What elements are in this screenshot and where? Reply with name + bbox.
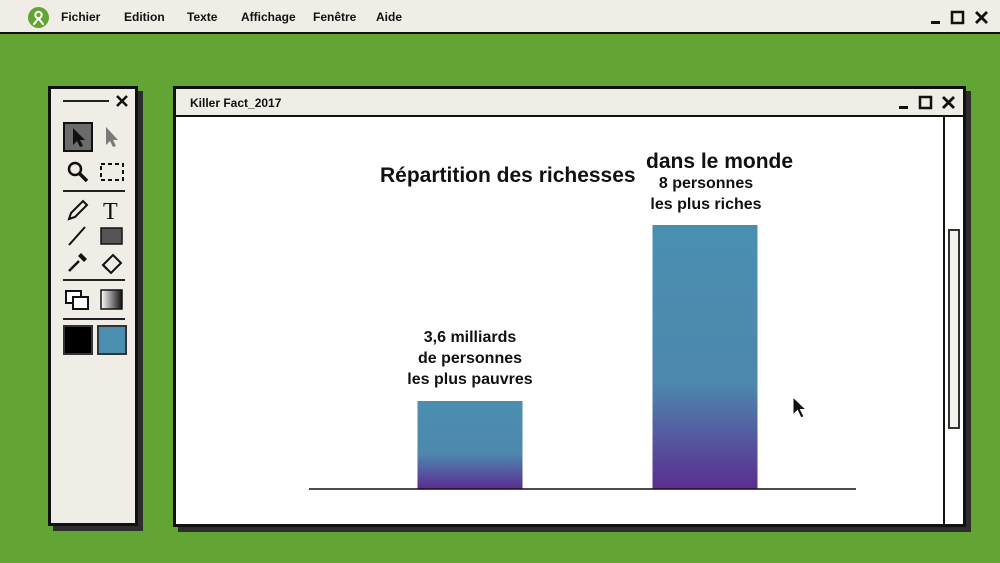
- bar-label-line: les plus pauvres: [407, 371, 533, 388]
- doc-minimize-icon[interactable]: [896, 95, 912, 111]
- doc-close-icon[interactable]: [941, 95, 957, 111]
- menu-fichier[interactable]: Fichier: [61, 10, 101, 24]
- menu-edition[interactable]: Edition: [124, 10, 165, 24]
- document-titlebar[interactable]: Killer Fact_2017: [176, 89, 963, 117]
- menu-fenetre[interactable]: Fenêtre: [313, 10, 357, 24]
- palette-close-icon[interactable]: [115, 94, 131, 110]
- bar-label-line: les plus riches: [650, 196, 762, 213]
- background-color-swatch[interactable]: [97, 325, 127, 355]
- palette-drag-handle[interactable]: [63, 100, 109, 102]
- bar-label-line: 8 personnes: [658, 175, 754, 192]
- line-icon[interactable]: [63, 221, 93, 251]
- menu-texte[interactable]: Texte: [187, 10, 218, 24]
- menu-affichage[interactable]: Affichage: [241, 10, 296, 24]
- document-title: Killer Fact_2017: [190, 96, 282, 110]
- chart-title-part1: Répartition des richesses: [380, 164, 636, 187]
- app-logo-icon[interactable]: [28, 7, 49, 28]
- menubar: Fichier Edition Texte Affichage Fenêtre …: [0, 0, 1000, 34]
- chart: [309, 225, 856, 490]
- menu-aide[interactable]: Aide: [376, 10, 403, 24]
- bar-label-line: 3,6 milliards: [423, 329, 517, 346]
- bar-label-poorest: 3,6 milliards de personnes les plus pauv…: [380, 327, 560, 390]
- bar-poorest: [417, 401, 523, 489]
- eraser-icon[interactable]: [97, 247, 127, 277]
- eyedropper-icon[interactable]: [63, 247, 93, 277]
- layers-icon[interactable]: [63, 285, 93, 315]
- palette-divider: [63, 190, 125, 192]
- maximize-icon[interactable]: [950, 10, 966, 26]
- palette-divider: [63, 279, 125, 281]
- bar-label-richest: 8 personnes les plus riches: [616, 173, 796, 215]
- select-arrow-icon[interactable]: [63, 122, 93, 152]
- foreground-color-swatch[interactable]: [63, 325, 93, 355]
- document-window: Killer Fact_2017 Répartition des richess…: [173, 86, 966, 527]
- tool-palette: T: [48, 86, 138, 526]
- text-icon[interactable]: T: [97, 195, 127, 225]
- chart-title-part2: dans le monde: [646, 150, 794, 173]
- zoom-icon[interactable]: [63, 157, 93, 187]
- close-icon[interactable]: [974, 10, 990, 26]
- palette-divider: [63, 318, 125, 320]
- bar-richest: [652, 225, 758, 489]
- minimize-icon[interactable]: [928, 10, 944, 26]
- bar-label-line: de personnes: [417, 350, 523, 367]
- svg-text:T: T: [103, 199, 118, 225]
- vertical-scrollbar[interactable]: [943, 117, 963, 524]
- marquee-icon[interactable]: [97, 157, 127, 187]
- doc-maximize-icon[interactable]: [918, 95, 934, 111]
- gradient-icon[interactable]: [97, 285, 127, 315]
- mouse-cursor-icon: [792, 395, 808, 419]
- scrollbar-thumb[interactable]: [948, 229, 960, 429]
- document-canvas[interactable]: Répartition des richesses dans le monde …: [176, 117, 943, 524]
- rectangle-icon[interactable]: [97, 221, 127, 251]
- pencil-icon[interactable]: [63, 195, 93, 225]
- direct-select-icon[interactable]: [97, 122, 127, 152]
